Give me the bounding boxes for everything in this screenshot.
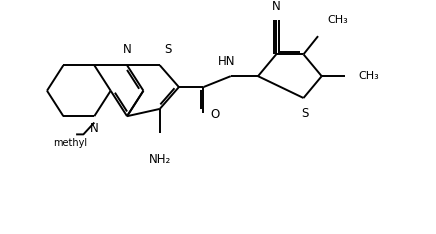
Text: CH₃: CH₃: [358, 71, 379, 81]
Text: S: S: [302, 107, 309, 120]
Text: N: N: [123, 43, 131, 56]
Text: NH₂: NH₂: [149, 153, 171, 166]
Text: CH₃: CH₃: [327, 15, 348, 25]
Text: methyl: methyl: [54, 139, 88, 149]
Text: S: S: [164, 43, 172, 56]
Text: N: N: [90, 122, 99, 135]
Text: N: N: [272, 0, 281, 13]
Text: O: O: [211, 108, 220, 121]
Text: HN: HN: [218, 55, 235, 68]
